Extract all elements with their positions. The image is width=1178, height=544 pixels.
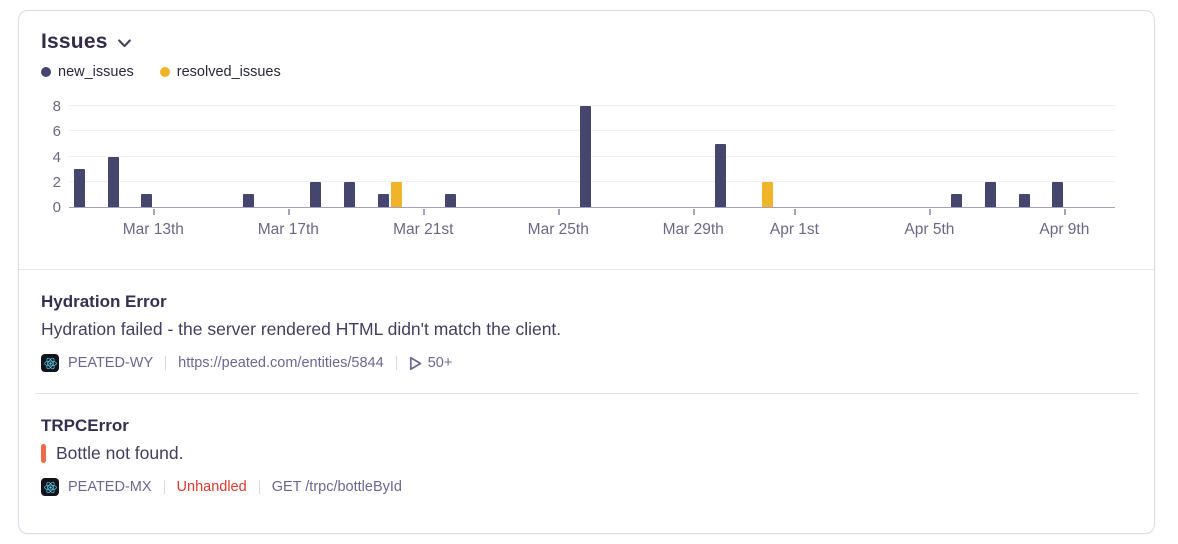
- y-axis: 0 2 4 6 8: [41, 98, 63, 216]
- bar-resolved_issues[interactable]: [761, 181, 773, 207]
- x-axis-tick: [153, 209, 155, 215]
- issue-title[interactable]: TRPCError: [41, 416, 129, 435]
- bar-new_issues[interactable]: [580, 106, 591, 207]
- x-tick-label: Apr 1st: [769, 221, 819, 238]
- plot-area: [69, 105, 1115, 208]
- meta-separator: [258, 480, 260, 494]
- bar-new_issues[interactable]: [951, 194, 963, 207]
- issue-meta-row: PEATED-WY https://peated.com/entities/58…: [41, 353, 1132, 373]
- issues-widget-card: Issues new_issues resolved_issues 0 2 4 6 8 …: [18, 10, 1155, 534]
- issue-message: Bottle not found.: [41, 443, 1132, 464]
- meta-separator: [163, 480, 165, 494]
- x-tick-label: Mar 29th: [662, 221, 724, 238]
- bar-new_issues[interactable]: [107, 156, 119, 207]
- gridline: [69, 130, 1115, 132]
- legend-item-resolved-issues[interactable]: resolved_issues: [159, 64, 281, 80]
- gridline: [69, 180, 1115, 182]
- x-tick-label: Mar 25th: [527, 221, 589, 238]
- x-axis-tick: [288, 209, 290, 215]
- meta-separator: [165, 356, 167, 370]
- issue-row-hydration-error[interactable]: Hydration Error Hydration failed - the s…: [19, 270, 1154, 393]
- bar-new_issues[interactable]: [984, 181, 996, 207]
- x-tick-label: Mar 13th: [122, 221, 184, 238]
- gridline: [69, 105, 1115, 106]
- y-tick-label: 2: [52, 173, 61, 191]
- issue-message: Hydration failed - the server rendered H…: [41, 319, 1132, 340]
- chart-section: Issues new_issues resolved_issues 0 2 4 6 8 …: [19, 11, 1154, 247]
- x-axis-tick: [794, 209, 796, 215]
- y-tick-label: 0: [52, 199, 61, 216]
- chevron-down-icon[interactable]: [116, 35, 133, 52]
- legend-swatch-new-issues: [41, 67, 51, 77]
- issue-message-text: Hydration failed - the server rendered H…: [41, 319, 562, 339]
- x-axis-tick: [1064, 209, 1066, 215]
- bar-new_issues[interactable]: [310, 181, 322, 207]
- y-tick-label: 6: [52, 123, 61, 141]
- play-icon: [409, 356, 421, 370]
- x-axis-tick: [558, 209, 560, 215]
- y-tick-label: 8: [52, 98, 61, 115]
- bar-new_issues[interactable]: [343, 181, 355, 207]
- bar-new_issues[interactable]: [73, 169, 85, 207]
- issue-transaction: GET /trpc/bottleById: [271, 479, 402, 495]
- x-axis-tick: [929, 209, 931, 215]
- issue-divider: [35, 393, 1138, 394]
- bar-resolved_issues[interactable]: [390, 181, 402, 207]
- bar-new_issues[interactable]: [1052, 181, 1064, 207]
- x-tick-label: Mar 21st: [393, 221, 454, 238]
- bar-new_issues[interactable]: [445, 194, 457, 207]
- y-tick-label: 4: [52, 148, 61, 166]
- meta-separator: [395, 356, 397, 370]
- unhandled-badge: Unhandled: [176, 479, 247, 495]
- issue-message-text: Bottle not found.: [56, 443, 184, 463]
- legend-label-new-issues: new_issues: [58, 64, 134, 80]
- widget-header: Issues: [41, 27, 1132, 57]
- issue-meta-row: PEATED-MX Unhandled GET /trpc/bottleById: [41, 477, 1132, 497]
- react-icon: [41, 478, 59, 496]
- bar-new_issues[interactable]: [141, 194, 153, 207]
- x-axis-tick: [423, 209, 425, 215]
- issue-title[interactable]: Hydration Error: [41, 292, 167, 311]
- replay-count: 50+: [427, 355, 453, 371]
- bar-new_issues[interactable]: [377, 194, 389, 207]
- x-tick-label: Apr 5th: [904, 221, 955, 238]
- react-icon: [41, 354, 59, 372]
- issue-short-id: PEATED-WY: [68, 355, 154, 371]
- bar-new_issues[interactable]: [242, 194, 254, 207]
- issue-row-trpcerror[interactable]: TRPCError Bottle not found. PEATED-MX Un…: [19, 394, 1154, 517]
- legend-label-resolved-issues: resolved_issues: [176, 64, 281, 80]
- widget-title[interactable]: Issues: [41, 30, 108, 53]
- bar-new_issues[interactable]: [1018, 194, 1030, 207]
- error-level-marker: [41, 444, 46, 463]
- chart-legend: new_issues resolved_issues: [41, 63, 1132, 81]
- x-tick-label: Mar 17th: [257, 221, 319, 238]
- x-axis-tick: [693, 209, 695, 215]
- replay-count-group[interactable]: 50+: [409, 355, 453, 371]
- gridline: [69, 155, 1115, 157]
- x-tick-label: Apr 9th: [1039, 221, 1090, 238]
- bar-new_issues[interactable]: [714, 143, 726, 207]
- issue-short-id: PEATED-MX: [68, 479, 152, 495]
- section-divider: [19, 269, 1154, 270]
- legend-swatch-resolved-issues: [159, 67, 170, 77]
- issues-bar-chart: 0 2 4 6 8 Mar 13th Mar 17th Mar 21st Mar 25th Ma…: [41, 98, 1132, 247]
- issue-url[interactable]: https://peated.com/entities/5844: [178, 355, 384, 371]
- legend-item-new-issues[interactable]: new_issues: [41, 64, 134, 80]
